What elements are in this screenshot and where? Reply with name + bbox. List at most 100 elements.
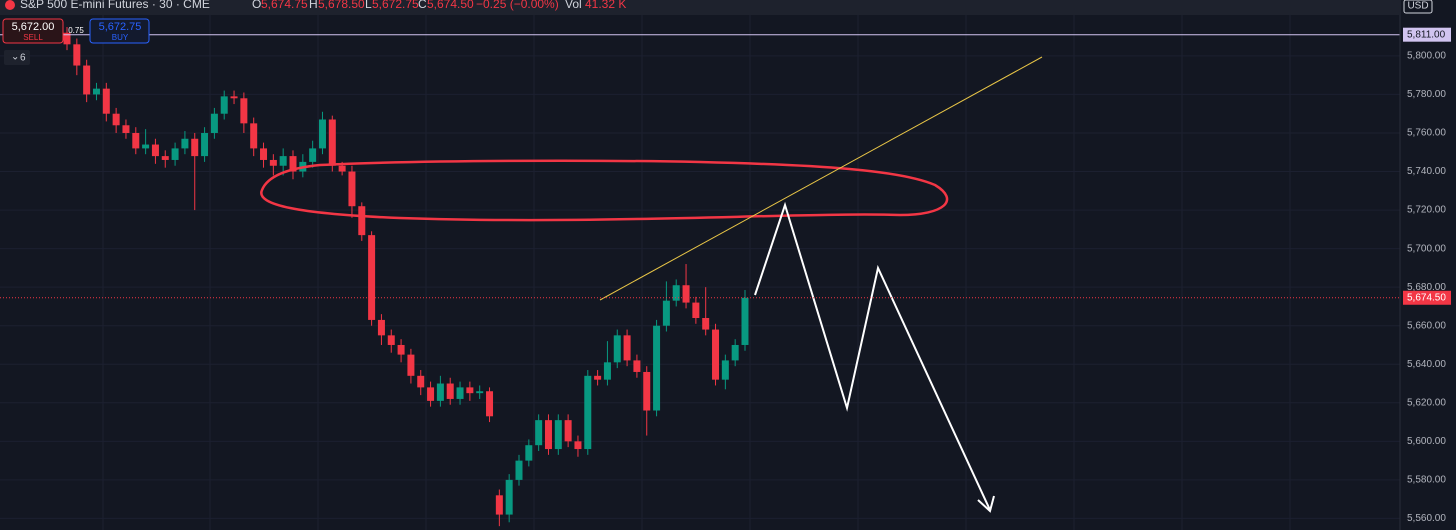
candle-body [279,156,287,166]
y-tick-label: 5,600.00 [1407,436,1446,447]
candle-body [407,354,415,376]
vol-label: Vol [565,0,582,11]
indicators-box[interactable] [4,50,30,65]
currency[interactable]: USD [1407,1,1428,12]
candle-body [436,383,444,401]
indicators-toggle[interactable]: ⌄ 6 [4,50,30,65]
sell-button[interactable]: 5,672.00 SELL [2,18,64,44]
header-bar [0,0,1400,15]
ohlc-label: C [418,0,427,11]
candle-body [191,138,199,157]
ohlc-value: 5,674.50 [427,0,474,11]
trend-line [599,56,1043,301]
candle-body [525,445,533,461]
candle-body [495,495,503,515]
candle-body [112,113,120,126]
candle-body [653,325,661,411]
candle-body [63,32,71,45]
candle-body [83,65,91,95]
candle-body [692,302,700,318]
candle-body [397,344,405,355]
candle-body [731,344,739,361]
axis: 5,560.00 5,580.00 5,600.00 5,620.00 5,640.00… [1403,27,1451,524]
candle-body [240,98,248,124]
candle-body [338,165,346,172]
candle-body [348,171,356,207]
candle-body [643,371,651,411]
zigzag-arrow [754,201,991,511]
candle-body [702,318,710,330]
candle-body [132,132,140,149]
ellipse-drawing [260,159,949,222]
y-tick-label: 5,560.00 [1407,513,1446,524]
buy-box[interactable] [89,18,150,44]
candle-body [309,148,317,162]
y-tick-label: 5,620.00 [1407,397,1446,408]
candle-body [181,138,189,149]
candle-body [554,420,562,450]
hline-label: 5,811.00 [1407,29,1446,40]
candle-body [682,285,690,303]
candle-body [210,113,218,133]
hline-label-box [1403,27,1451,42]
candles [63,26,749,527]
ohlc-value: 5,672.75 [372,0,419,11]
candle-body [544,420,552,450]
candle-body [712,329,720,380]
ohlc-value: 5,674.75 [261,0,308,11]
y-tick-label: 5,780.00 [1407,89,1446,100]
candle-body [613,335,621,363]
y-tick-label: 5,760.00 [1407,128,1446,139]
candle-body [633,360,641,372]
candle-body [623,335,631,361]
candle-body [260,148,268,160]
candle-body [662,300,670,326]
levels [0,34,1400,299]
candle-body [387,335,395,345]
sell-label[interactable]: SELL [23,33,43,42]
candle-body [721,360,729,380]
y-tick-label: 5,720.00 [1407,205,1446,216]
ohlc-label: H [309,0,318,11]
candle-body [515,460,523,480]
candle-body [456,387,464,399]
candle-body [584,375,592,450]
candle-body [102,88,110,114]
candle-body [151,144,159,157]
sell-price[interactable]: 5,672.00 [12,21,55,33]
y-tick-label: 5,580.00 [1407,475,1446,486]
candle-body [161,156,169,160]
vol-value: 41.32 K [585,0,626,11]
candle-body [318,119,326,149]
candle-body [220,96,228,114]
candle-body [368,235,376,320]
chevron[interactable]: ⌄ [11,52,19,63]
candle-body [672,285,680,301]
buy-price[interactable]: 5,672.75 [99,21,142,33]
candle-body [142,144,150,149]
buy-button[interactable]: 5,672.75 BUY [89,18,150,44]
candle-body [486,391,494,417]
candle-body [564,420,572,442]
sell-box[interactable] [2,18,64,44]
buy-label[interactable]: BUY [112,33,129,42]
spread: 0.75 [68,26,84,35]
symbol-icon [5,0,15,10]
currency-box[interactable] [1403,0,1433,14]
candle-body [358,206,366,236]
y-tick-label: 5,660.00 [1407,320,1446,331]
candle-body [377,319,385,336]
candle-body [289,156,297,172]
y-tick-label: 5,680.00 [1407,282,1446,293]
indicators-count[interactable]: 6 [20,53,26,64]
y-tick-label: 5,740.00 [1407,166,1446,177]
candle-body [250,123,258,149]
candle-body [92,88,100,95]
vertical-grid [102,0,1291,530]
candle-body [535,420,543,446]
candle-body [417,375,425,388]
last-price-label: 5,674.50 [1407,292,1446,303]
candle-body [594,375,602,380]
candle-body [603,362,611,380]
